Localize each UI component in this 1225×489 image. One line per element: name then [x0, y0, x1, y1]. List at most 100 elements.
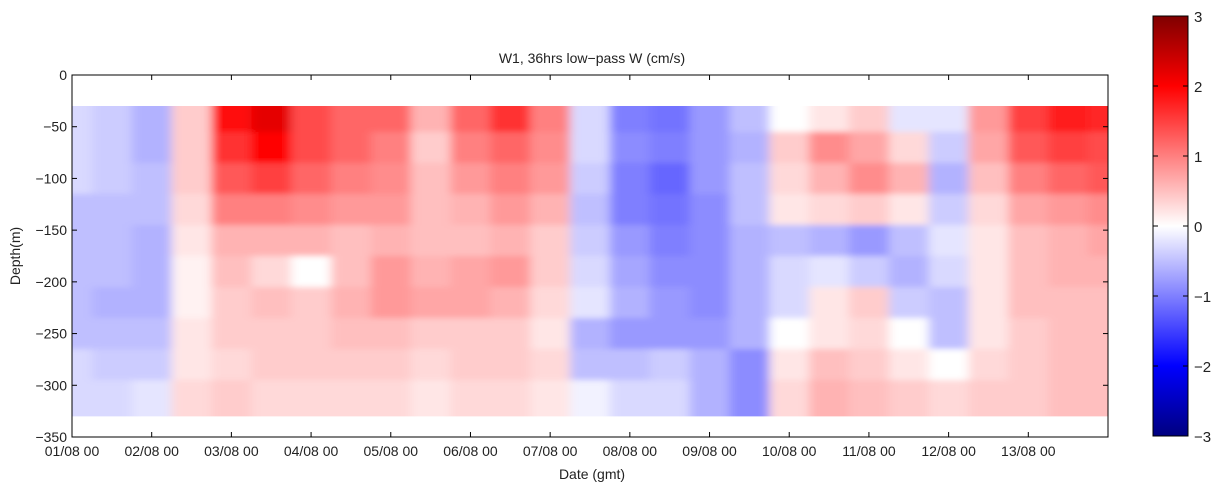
heatmap-cell: [689, 318, 730, 350]
heatmap-cell: [131, 224, 173, 257]
heatmap-cell: [291, 380, 332, 417]
heatmap-cell: [251, 106, 292, 133]
heatmap-cell: [769, 256, 810, 288]
heatmap-cell: [291, 318, 332, 350]
heatmap-cell: [251, 131, 292, 164]
heatmap-cell: [370, 287, 412, 319]
heatmap-cell: [1048, 131, 1089, 164]
heatmap-cell: [450, 318, 491, 350]
heatmap-cell: [410, 256, 452, 288]
heatmap-cell: [530, 162, 571, 195]
heatmap-cell: [91, 349, 133, 381]
heatmap-cell: [809, 193, 850, 226]
y-tick-label: −200: [35, 274, 67, 290]
colorbar-tick-label: 3: [1194, 9, 1202, 26]
heatmap-cell: [849, 256, 890, 288]
heatmap-cell: [370, 224, 412, 257]
heatmap-cell: [251, 224, 292, 257]
heatmap-cell: [968, 349, 1009, 381]
heatmap-cell: [1048, 256, 1089, 288]
heatmap-cell: [490, 193, 531, 226]
heatmap-cell: [1048, 162, 1089, 195]
heatmap-cell: [1048, 318, 1089, 350]
x-tick-label: 02/08 00: [124, 443, 179, 459]
heatmap-cell: [131, 162, 173, 195]
heatmap-cell: [849, 106, 890, 133]
heatmap-cell: [729, 106, 770, 133]
heatmap-cell: [769, 380, 810, 417]
heatmap-cell: [968, 224, 1009, 257]
heatmap-cell: [331, 193, 372, 226]
heatmap-cell: [131, 131, 173, 164]
heatmap-cell: [370, 131, 412, 164]
heatmap-cell: [888, 318, 930, 350]
y-tick-label: −300: [35, 377, 67, 393]
heatmap-cell: [769, 287, 810, 319]
x-axis: 01/08 00 02/08 00 03/08 00 04/08 00 05/08 00…: [45, 75, 1056, 459]
heatmap-cell: [450, 131, 491, 164]
y-tick-label: −250: [35, 326, 67, 342]
heatmap-cell: [410, 349, 452, 381]
heatmap-cell: [171, 162, 212, 195]
heatmap-cell: [928, 287, 970, 319]
heatmap-cell: [171, 380, 212, 417]
heatmap-cell: [769, 193, 810, 226]
heatmap-cell: [131, 256, 173, 288]
heatmap-cell: [370, 380, 412, 417]
heatmap-cell: [72, 131, 93, 164]
heatmap-cell: [649, 193, 691, 226]
heatmap-cell: [570, 256, 611, 288]
heatmap-cell: [251, 162, 292, 195]
heatmap-cell: [609, 162, 651, 195]
y-axis-label: Depth(m): [7, 227, 23, 285]
heatmap-cell: [649, 256, 691, 288]
heatmap-cell: [171, 193, 212, 226]
heatmap-cell: [968, 193, 1009, 226]
heatmap-cell: [251, 380, 292, 417]
x-axis-label: Date (gmt): [559, 466, 625, 482]
heatmap-cell: [530, 380, 571, 417]
heatmap-cell: [928, 131, 970, 164]
heatmap-cell: [171, 287, 212, 319]
heatmap-cell: [689, 349, 730, 381]
heatmap-cell: [72, 224, 93, 257]
heatmap-cell: [689, 256, 730, 288]
heatmap-cell: [609, 380, 651, 417]
heatmap-cell: [1008, 256, 1049, 288]
x-tick-label: 03/08 00: [204, 443, 259, 459]
heatmap-cell: [291, 106, 332, 133]
heatmap-cell: [251, 349, 292, 381]
heatmap-cell: [849, 318, 890, 350]
heatmap-cell: [729, 287, 770, 319]
x-tick-label: 13/08 00: [1001, 443, 1056, 459]
x-tick-label: 10/08 00: [762, 443, 817, 459]
heatmap-cell: [809, 106, 850, 133]
heatmap-cell: [689, 193, 730, 226]
x-tick-label: 11/08 00: [842, 443, 896, 459]
heatmap-cell: [928, 224, 970, 257]
heatmap-cell: [331, 106, 372, 133]
colorbar: 3 2 1 0 −1 −2 −3: [1152, 9, 1211, 446]
heatmap-cell: [450, 380, 491, 417]
heatmap-cell: [131, 287, 173, 319]
heatmap-cell: [171, 318, 212, 350]
heatmap-cell: [530, 106, 571, 133]
heatmap-cell: [609, 106, 651, 133]
heatmap-cell: [849, 162, 890, 195]
heatmap-cell: [530, 224, 571, 257]
heatmap-cell: [649, 131, 691, 164]
heatmap-cell: [849, 193, 890, 226]
heatmap-cell: [888, 162, 930, 195]
heatmap-cell: [410, 380, 452, 417]
heatmap-cell: [211, 318, 252, 350]
heatmap-cell: [769, 224, 810, 257]
chart-title: W1, 36hrs low−pass W (cm/s): [499, 50, 685, 66]
heatmap-cell: [72, 162, 93, 195]
heatmap-cell: [490, 131, 531, 164]
heatmap-cell: [211, 287, 252, 319]
heatmap-cell: [729, 131, 770, 164]
heatmap-cell: [809, 380, 850, 417]
y-tick-label: −150: [35, 222, 67, 238]
heatmap-cell: [1048, 106, 1089, 133]
